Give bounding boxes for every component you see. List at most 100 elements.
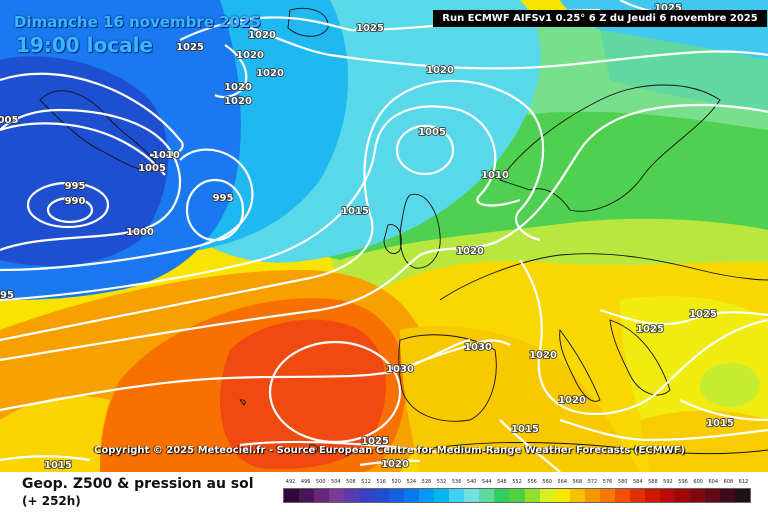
isobar-label: 1030	[464, 342, 492, 353]
isobar-label: 1025	[689, 309, 717, 320]
legend-label: 596	[678, 479, 688, 485]
isobar-label: 1015	[706, 418, 734, 429]
copyright-notice: Copyright © 2025 Meteociel.fr - Source E…	[94, 445, 685, 456]
legend-label: 492	[285, 479, 296, 485]
legend-label: 600	[693, 479, 703, 485]
z500-field-red	[220, 319, 387, 470]
legend-swatch	[284, 489, 300, 502]
coast-ireland	[383, 224, 402, 254]
coast-canaries	[309, 444, 319, 453]
legend-label: 500	[315, 479, 326, 485]
legend-swatch	[554, 489, 570, 502]
isobar-label: 1015	[44, 460, 72, 471]
forecast-time: 19:00 locale	[16, 33, 153, 57]
legend-swatch	[584, 489, 600, 502]
legend-swatch	[359, 489, 375, 502]
legend-label: 544	[482, 479, 492, 485]
isobar-label: 1025	[356, 23, 384, 34]
forecast-map: 1025 1025 1020 1020 1020 1020 1020 1020 …	[0, 0, 768, 472]
isobar-label: 1005	[138, 163, 166, 174]
isobar-1010	[0, 72, 521, 302]
legend-swatch	[599, 489, 615, 502]
legend-swatch	[314, 489, 330, 502]
coast-scandinavia	[499, 84, 721, 212]
legend-swatch	[329, 489, 345, 502]
coast-europe	[439, 253, 768, 301]
isobar-label: 1005	[418, 127, 446, 138]
legend-swatch	[404, 489, 420, 502]
legend-label: 496	[300, 479, 311, 485]
legend-label: 528	[421, 479, 432, 485]
legend-swatch	[449, 489, 465, 502]
legend-label: 512	[361, 479, 371, 485]
legend-swatch	[464, 489, 480, 502]
isobar-label: 1030	[386, 364, 414, 375]
model-run-label: Run ECMWF AIFSv1 0.25° 6 Z du Jeudi 6 no…	[433, 10, 767, 27]
legend-label: 532	[436, 479, 447, 485]
legend-label: 504	[331, 479, 341, 485]
isobar-label: 1015	[341, 206, 369, 217]
legend-swatch	[479, 489, 495, 502]
legend-swatch	[494, 489, 510, 502]
isobar-1015-west	[0, 214, 374, 342]
legend-label: 524	[406, 479, 417, 485]
isobar-label: 1020	[381, 459, 409, 470]
legend-swatch	[629, 489, 645, 502]
legend-label: 568	[572, 479, 583, 485]
legend-label: 520	[391, 479, 401, 485]
coast-british-isles	[399, 193, 441, 269]
z500-field-iberia-yellow	[400, 326, 640, 472]
legend-label: 584	[632, 479, 643, 485]
map-footer: Geop. Z500 & pression au sol (+ 252h) 49…	[0, 472, 768, 512]
isobar-label: 1025	[361, 436, 389, 447]
legend-swatch	[704, 489, 720, 502]
z500-field-darkblue	[0, 56, 169, 266]
legend-label: 508	[346, 479, 356, 485]
legend-swatch	[524, 489, 540, 502]
legend-label: 516	[376, 479, 386, 485]
coast-north-africa	[419, 442, 768, 455]
isobar-label: 1025	[176, 42, 204, 53]
isobar-label: 1010	[152, 150, 180, 161]
isobar-label: 1020	[529, 350, 557, 361]
coast-azores	[239, 399, 246, 406]
z500-field-se-yellow	[640, 410, 768, 472]
legend-swatch	[419, 489, 435, 502]
isobar-995-west	[26, 181, 110, 229]
legend-label: 556	[527, 479, 537, 485]
legend-label: 588	[648, 479, 658, 485]
isobar-label: 1020	[558, 395, 586, 406]
isobar-label: 1020	[224, 96, 252, 107]
isobar-990	[46, 196, 94, 224]
isobar-1020-north	[229, 18, 768, 70]
isobar-label: 1000	[126, 227, 154, 238]
legend-swatch	[659, 489, 675, 502]
legend-label: 592	[663, 479, 673, 485]
legend-label: 580	[617, 479, 628, 485]
legend-swatch	[569, 489, 585, 502]
isobar-label: 1020	[248, 30, 276, 41]
legend-swatch	[344, 489, 360, 502]
isobar-label: 1020	[256, 68, 284, 79]
legend-label: 540	[466, 479, 477, 485]
legend-label: 612	[738, 479, 749, 485]
legend-swatch	[734, 489, 750, 502]
isobar-1020-main	[0, 103, 768, 362]
legend-label: 572	[587, 479, 598, 485]
legend-swatch	[299, 489, 315, 502]
parameter-title: Geop. Z500 & pression au sol	[22, 476, 254, 492]
isobar-labels: 1025 1025 1020 1020 1020 1020 1020 1020 …	[0, 2, 735, 472]
legend-swatch	[674, 489, 690, 502]
isobar-label: 1020	[426, 65, 454, 76]
lead-time: (+ 252h)	[22, 494, 81, 508]
isobar-1015-sw	[0, 455, 91, 462]
legend-swatch	[389, 489, 405, 502]
isobar-1020-south	[359, 459, 421, 467]
legend-label: 552	[512, 479, 522, 485]
legend-label: 548	[497, 479, 507, 485]
coast-iberia	[398, 334, 497, 422]
isobar-1005-icelow	[395, 124, 455, 176]
isobar-label: 1015	[511, 424, 539, 435]
coast-italy	[559, 328, 601, 402]
isobar-label: 995	[213, 193, 234, 204]
